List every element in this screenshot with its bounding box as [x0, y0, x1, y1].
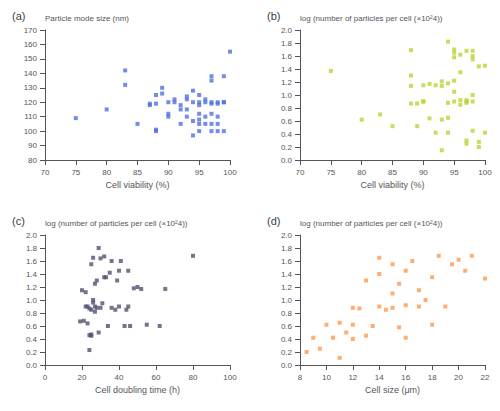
svg-text:1.6: 1.6	[281, 52, 293, 61]
svg-text:10: 10	[322, 373, 331, 382]
svg-text:95: 95	[195, 168, 204, 177]
svg-text:0.0: 0.0	[281, 156, 293, 165]
svg-text:0.8: 0.8	[281, 309, 293, 318]
svg-text:0: 0	[43, 373, 48, 382]
svg-text:Cell viability (%): Cell viability (%)	[360, 180, 424, 190]
svg-text:2.0: 2.0	[281, 231, 293, 240]
svg-text:90: 90	[28, 141, 37, 150]
svg-text:75: 75	[326, 168, 335, 177]
svg-text:1.4: 1.4	[281, 65, 293, 74]
svg-text:75: 75	[71, 168, 80, 177]
svg-text:1.6: 1.6	[26, 257, 38, 266]
svg-text:1.8: 1.8	[281, 244, 293, 253]
svg-text:110: 110	[24, 112, 37, 121]
svg-text:(d): (d)	[267, 215, 280, 227]
svg-text:120: 120	[24, 98, 38, 107]
svg-text:100: 100	[223, 168, 237, 177]
svg-text:40: 40	[115, 373, 124, 382]
svg-text:(b): (b)	[267, 10, 280, 22]
svg-text:22: 22	[481, 373, 490, 382]
svg-text:1.4: 1.4	[281, 270, 293, 279]
svg-text:(a): (a)	[12, 10, 25, 22]
svg-text:0.4: 0.4	[26, 335, 38, 344]
svg-text:1.6: 1.6	[281, 257, 293, 266]
svg-text:95: 95	[450, 168, 459, 177]
svg-text:0.2: 0.2	[281, 348, 293, 357]
svg-text:70: 70	[41, 168, 50, 177]
svg-text:8: 8	[298, 373, 303, 382]
svg-text:1.2: 1.2	[281, 283, 293, 292]
svg-text:0.6: 0.6	[26, 322, 38, 331]
svg-text:log (number of particles per c: log (number of particles per cell (×10²4…	[300, 14, 443, 23]
svg-text:70: 70	[296, 168, 305, 177]
svg-text:1.0: 1.0	[26, 296, 38, 305]
svg-text:log (number of particles per c: log (number of particles per cell (×10²4…	[45, 219, 188, 228]
svg-text:100: 100	[223, 373, 237, 382]
svg-text:1.2: 1.2	[281, 78, 293, 87]
svg-text:0.4: 0.4	[281, 335, 293, 344]
svg-text:80: 80	[189, 373, 198, 382]
svg-text:140: 140	[24, 69, 38, 78]
svg-text:90: 90	[419, 168, 428, 177]
svg-text:60: 60	[152, 373, 161, 382]
svg-text:0.0: 0.0	[281, 361, 293, 370]
svg-text:log (number of particles per c: log (number of particles per cell (×10²4…	[300, 219, 443, 228]
svg-text:0.0: 0.0	[26, 361, 38, 370]
svg-text:1.8: 1.8	[281, 39, 293, 48]
svg-text:20: 20	[78, 373, 87, 382]
svg-text:Cell doubling time (h): Cell doubling time (h)	[95, 385, 180, 395]
svg-text:80: 80	[28, 156, 37, 165]
svg-text:0.2: 0.2	[281, 143, 293, 152]
svg-text:1.0: 1.0	[281, 296, 293, 305]
svg-text:0.2: 0.2	[26, 348, 38, 357]
svg-text:100: 100	[24, 127, 38, 136]
svg-text:Cell size (μm): Cell size (μm)	[365, 385, 420, 395]
svg-text:0.6: 0.6	[281, 322, 293, 331]
svg-text:Cell viability (%): Cell viability (%)	[105, 180, 169, 190]
svg-text:100: 100	[478, 168, 492, 177]
svg-text:170: 170	[24, 26, 38, 35]
svg-text:150: 150	[24, 54, 38, 63]
svg-text:85: 85	[133, 168, 142, 177]
svg-text:0.4: 0.4	[281, 130, 293, 139]
svg-text:130: 130	[24, 83, 38, 92]
svg-text:0.8: 0.8	[26, 309, 38, 318]
svg-text:(c): (c)	[12, 215, 25, 227]
svg-text:80: 80	[357, 168, 366, 177]
svg-text:0.8: 0.8	[281, 104, 293, 113]
svg-text:90: 90	[164, 168, 173, 177]
svg-text:16: 16	[401, 373, 410, 382]
svg-text:14: 14	[375, 373, 384, 382]
svg-text:1.8: 1.8	[26, 244, 38, 253]
svg-text:160: 160	[24, 40, 38, 49]
svg-text:1.4: 1.4	[26, 270, 38, 279]
svg-text:18: 18	[428, 373, 437, 382]
svg-text:2.0: 2.0	[281, 26, 293, 35]
svg-text:0.6: 0.6	[281, 117, 293, 126]
svg-text:85: 85	[388, 168, 397, 177]
svg-text:12: 12	[348, 373, 357, 382]
svg-text:20: 20	[454, 373, 463, 382]
svg-text:1.2: 1.2	[26, 283, 38, 292]
svg-text:80: 80	[102, 168, 111, 177]
svg-text:1.0: 1.0	[281, 91, 293, 100]
svg-text:2.0: 2.0	[26, 231, 38, 240]
svg-text:Particle mode size (nm): Particle mode size (nm)	[45, 14, 129, 23]
